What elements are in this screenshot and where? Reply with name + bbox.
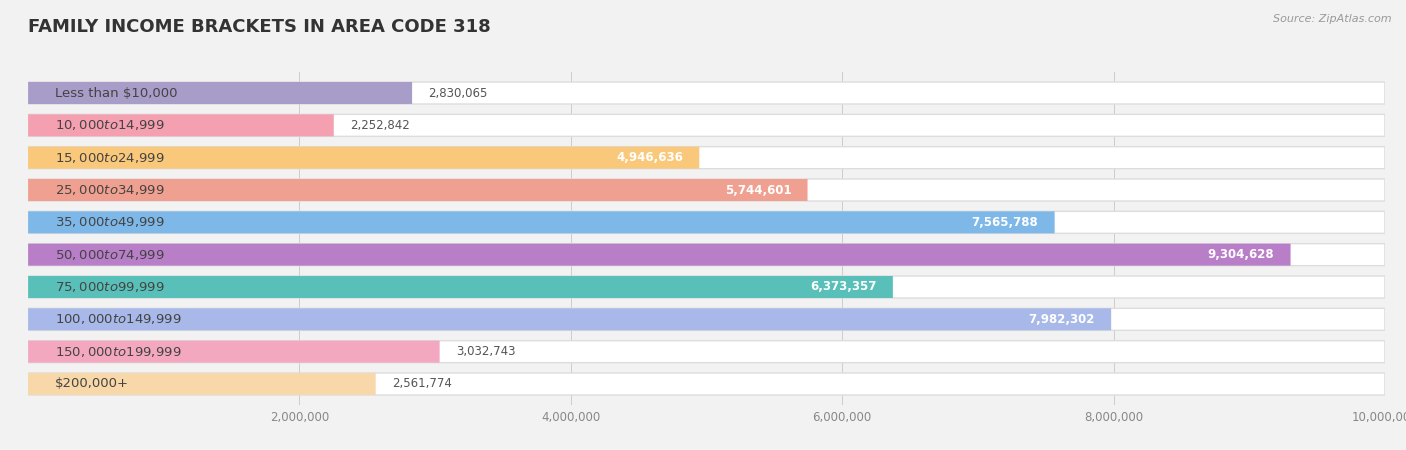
Text: $25,000 to $34,999: $25,000 to $34,999 [55,183,165,197]
Text: $75,000 to $99,999: $75,000 to $99,999 [55,280,165,294]
FancyBboxPatch shape [28,147,1385,169]
Text: $35,000 to $49,999: $35,000 to $49,999 [55,216,165,230]
Text: Source: ZipAtlas.com: Source: ZipAtlas.com [1274,14,1392,23]
Text: $15,000 to $24,999: $15,000 to $24,999 [55,151,165,165]
Text: 4,946,636: 4,946,636 [616,151,683,164]
Text: 9,304,628: 9,304,628 [1208,248,1274,261]
FancyBboxPatch shape [28,373,1385,395]
Text: 2,561,774: 2,561,774 [392,378,451,391]
Text: Less than $10,000: Less than $10,000 [55,86,177,99]
FancyBboxPatch shape [28,82,1385,104]
FancyBboxPatch shape [28,243,1291,266]
Text: 6,373,357: 6,373,357 [810,280,876,293]
Text: 7,982,302: 7,982,302 [1029,313,1095,326]
FancyBboxPatch shape [28,341,440,363]
Text: $100,000 to $149,999: $100,000 to $149,999 [55,312,181,326]
FancyBboxPatch shape [28,308,1111,330]
FancyBboxPatch shape [28,114,1385,136]
Text: 5,744,601: 5,744,601 [724,184,792,197]
FancyBboxPatch shape [28,276,893,298]
FancyBboxPatch shape [28,82,412,104]
FancyBboxPatch shape [28,373,375,395]
Text: FAMILY INCOME BRACKETS IN AREA CODE 318: FAMILY INCOME BRACKETS IN AREA CODE 318 [28,18,491,36]
Text: $200,000+: $200,000+ [55,378,129,391]
FancyBboxPatch shape [28,147,699,169]
FancyBboxPatch shape [28,179,1385,201]
Text: 2,830,065: 2,830,065 [429,86,488,99]
Text: $150,000 to $199,999: $150,000 to $199,999 [55,345,181,359]
FancyBboxPatch shape [28,114,333,136]
FancyBboxPatch shape [28,308,1385,330]
Text: 7,565,788: 7,565,788 [972,216,1039,229]
FancyBboxPatch shape [28,276,1385,298]
FancyBboxPatch shape [28,212,1385,234]
FancyBboxPatch shape [28,243,1385,266]
Text: 2,252,842: 2,252,842 [350,119,409,132]
Text: 3,032,743: 3,032,743 [456,345,516,358]
Text: $10,000 to $14,999: $10,000 to $14,999 [55,118,165,132]
FancyBboxPatch shape [28,341,1385,363]
Text: $50,000 to $74,999: $50,000 to $74,999 [55,248,165,261]
FancyBboxPatch shape [28,179,807,201]
FancyBboxPatch shape [28,212,1054,234]
